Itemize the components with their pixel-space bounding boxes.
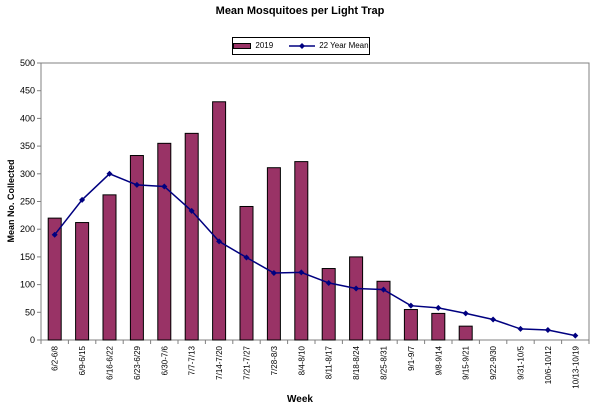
- x-tick-label: 9/31-10/5: [517, 345, 526, 379]
- legend-bar-swatch: [233, 43, 252, 49]
- x-tick-label: 6/23-6/29: [133, 345, 142, 379]
- y-tick-label: 250: [20, 197, 35, 207]
- y-tick-label: 350: [20, 141, 35, 151]
- x-tick-label: 7/14-7/20: [215, 345, 224, 379]
- bar-2019: [376, 280, 391, 341]
- y-tick-label: 200: [20, 224, 35, 234]
- mean-line-marker: [517, 325, 524, 332]
- bar-2019: [294, 161, 309, 341]
- chart-title: Mean Mosquitoes per Light Trap: [215, 5, 385, 17]
- x-tick-label: 10/13-10/19: [571, 345, 580, 388]
- bar-2019: [403, 309, 418, 341]
- mean-line-marker: [216, 238, 223, 245]
- y-tick-label: 500: [20, 58, 35, 68]
- legend-item-2019: 2019: [233, 42, 273, 50]
- legend-label-2019: 2019: [255, 41, 274, 50]
- bar-2019: [102, 194, 117, 341]
- bar-2019: [75, 222, 90, 341]
- bar-2019: [239, 205, 254, 341]
- bar-2019: [349, 256, 364, 341]
- bar-2019: [184, 132, 199, 341]
- mean-line-marker: [462, 310, 469, 317]
- mean-line: [54, 172, 576, 337]
- mean-line-marker: [188, 207, 195, 214]
- bar-2019: [321, 268, 336, 341]
- mean-line-marker: [243, 254, 250, 261]
- bar-2019: [129, 155, 144, 341]
- mean-line-marker: [325, 279, 332, 286]
- mean-line-marker: [298, 269, 305, 276]
- x-tick-label: 9/8-9/14: [434, 345, 443, 375]
- x-tick-label: 6/9-6/15: [78, 345, 87, 375]
- mean-line-marker: [353, 285, 360, 292]
- x-tick-label: 7/28-8/3: [270, 345, 279, 375]
- x-tick-label: 7/21-7/27: [243, 345, 252, 379]
- mean-line-marker: [51, 231, 58, 238]
- x-tick-label: 6/30-7/6: [160, 345, 169, 375]
- x-tick-label: 8/25-8/31: [380, 345, 389, 379]
- mean-line-marker: [106, 170, 113, 177]
- x-tick-label: 9/22-9/30: [489, 345, 498, 379]
- x-tick-label: 8/11-8/17: [325, 345, 334, 379]
- mean-line-marker: [435, 304, 442, 311]
- mean-line-marker: [544, 327, 551, 334]
- legend: 2019 22 Year Mean: [232, 37, 370, 55]
- x-tick-label: 10/6-10/12: [544, 345, 553, 384]
- x-axis-title: Week: [287, 394, 313, 405]
- x-tick-label: 8/18-8/24: [352, 345, 361, 379]
- x-tick-label: 8/4-8/10: [297, 345, 306, 375]
- y-tick-label: 300: [20, 169, 35, 179]
- legend-label-22-year-mean: 22 Year Mean: [319, 41, 369, 50]
- bar-2019: [458, 325, 473, 341]
- bar-2019: [431, 312, 446, 341]
- mean-line-marker: [407, 302, 414, 309]
- mean-line-marker: [490, 316, 497, 323]
- x-tick-label: 6/16-6/22: [106, 345, 115, 379]
- x-tick-label: 9/1-9/7: [407, 345, 416, 370]
- mean-line-marker: [133, 181, 140, 188]
- bar-2019: [212, 101, 227, 341]
- y-tick-label: 50: [25, 307, 35, 317]
- y-tick-label: 450: [20, 86, 35, 96]
- mean-line-marker: [572, 332, 579, 339]
- y-tick-label: 100: [20, 280, 35, 290]
- x-tick-label: 9/15-9/21: [462, 345, 471, 379]
- x-tick-label: 7/7-7/13: [188, 345, 197, 375]
- mean-line-marker: [161, 183, 168, 190]
- plot-area-border: [40, 62, 590, 341]
- legend-diamond-marker: [299, 43, 306, 49]
- mean-line-marker: [79, 196, 86, 203]
- legend-item-22-year-mean: 22 Year Mean: [289, 41, 369, 50]
- x-tick-label: 6/2-6/8: [51, 345, 60, 370]
- mean-line-marker: [270, 269, 277, 276]
- y-tick-label: 0: [30, 335, 35, 345]
- mean-line-marker: [380, 286, 387, 293]
- bar-2019: [47, 217, 62, 341]
- y-tick-label: 400: [20, 113, 35, 123]
- y-tick-label: 150: [20, 252, 35, 262]
- bar-2019: [266, 167, 281, 341]
- bar-2019: [157, 142, 172, 341]
- legend-line-swatch: [289, 43, 316, 49]
